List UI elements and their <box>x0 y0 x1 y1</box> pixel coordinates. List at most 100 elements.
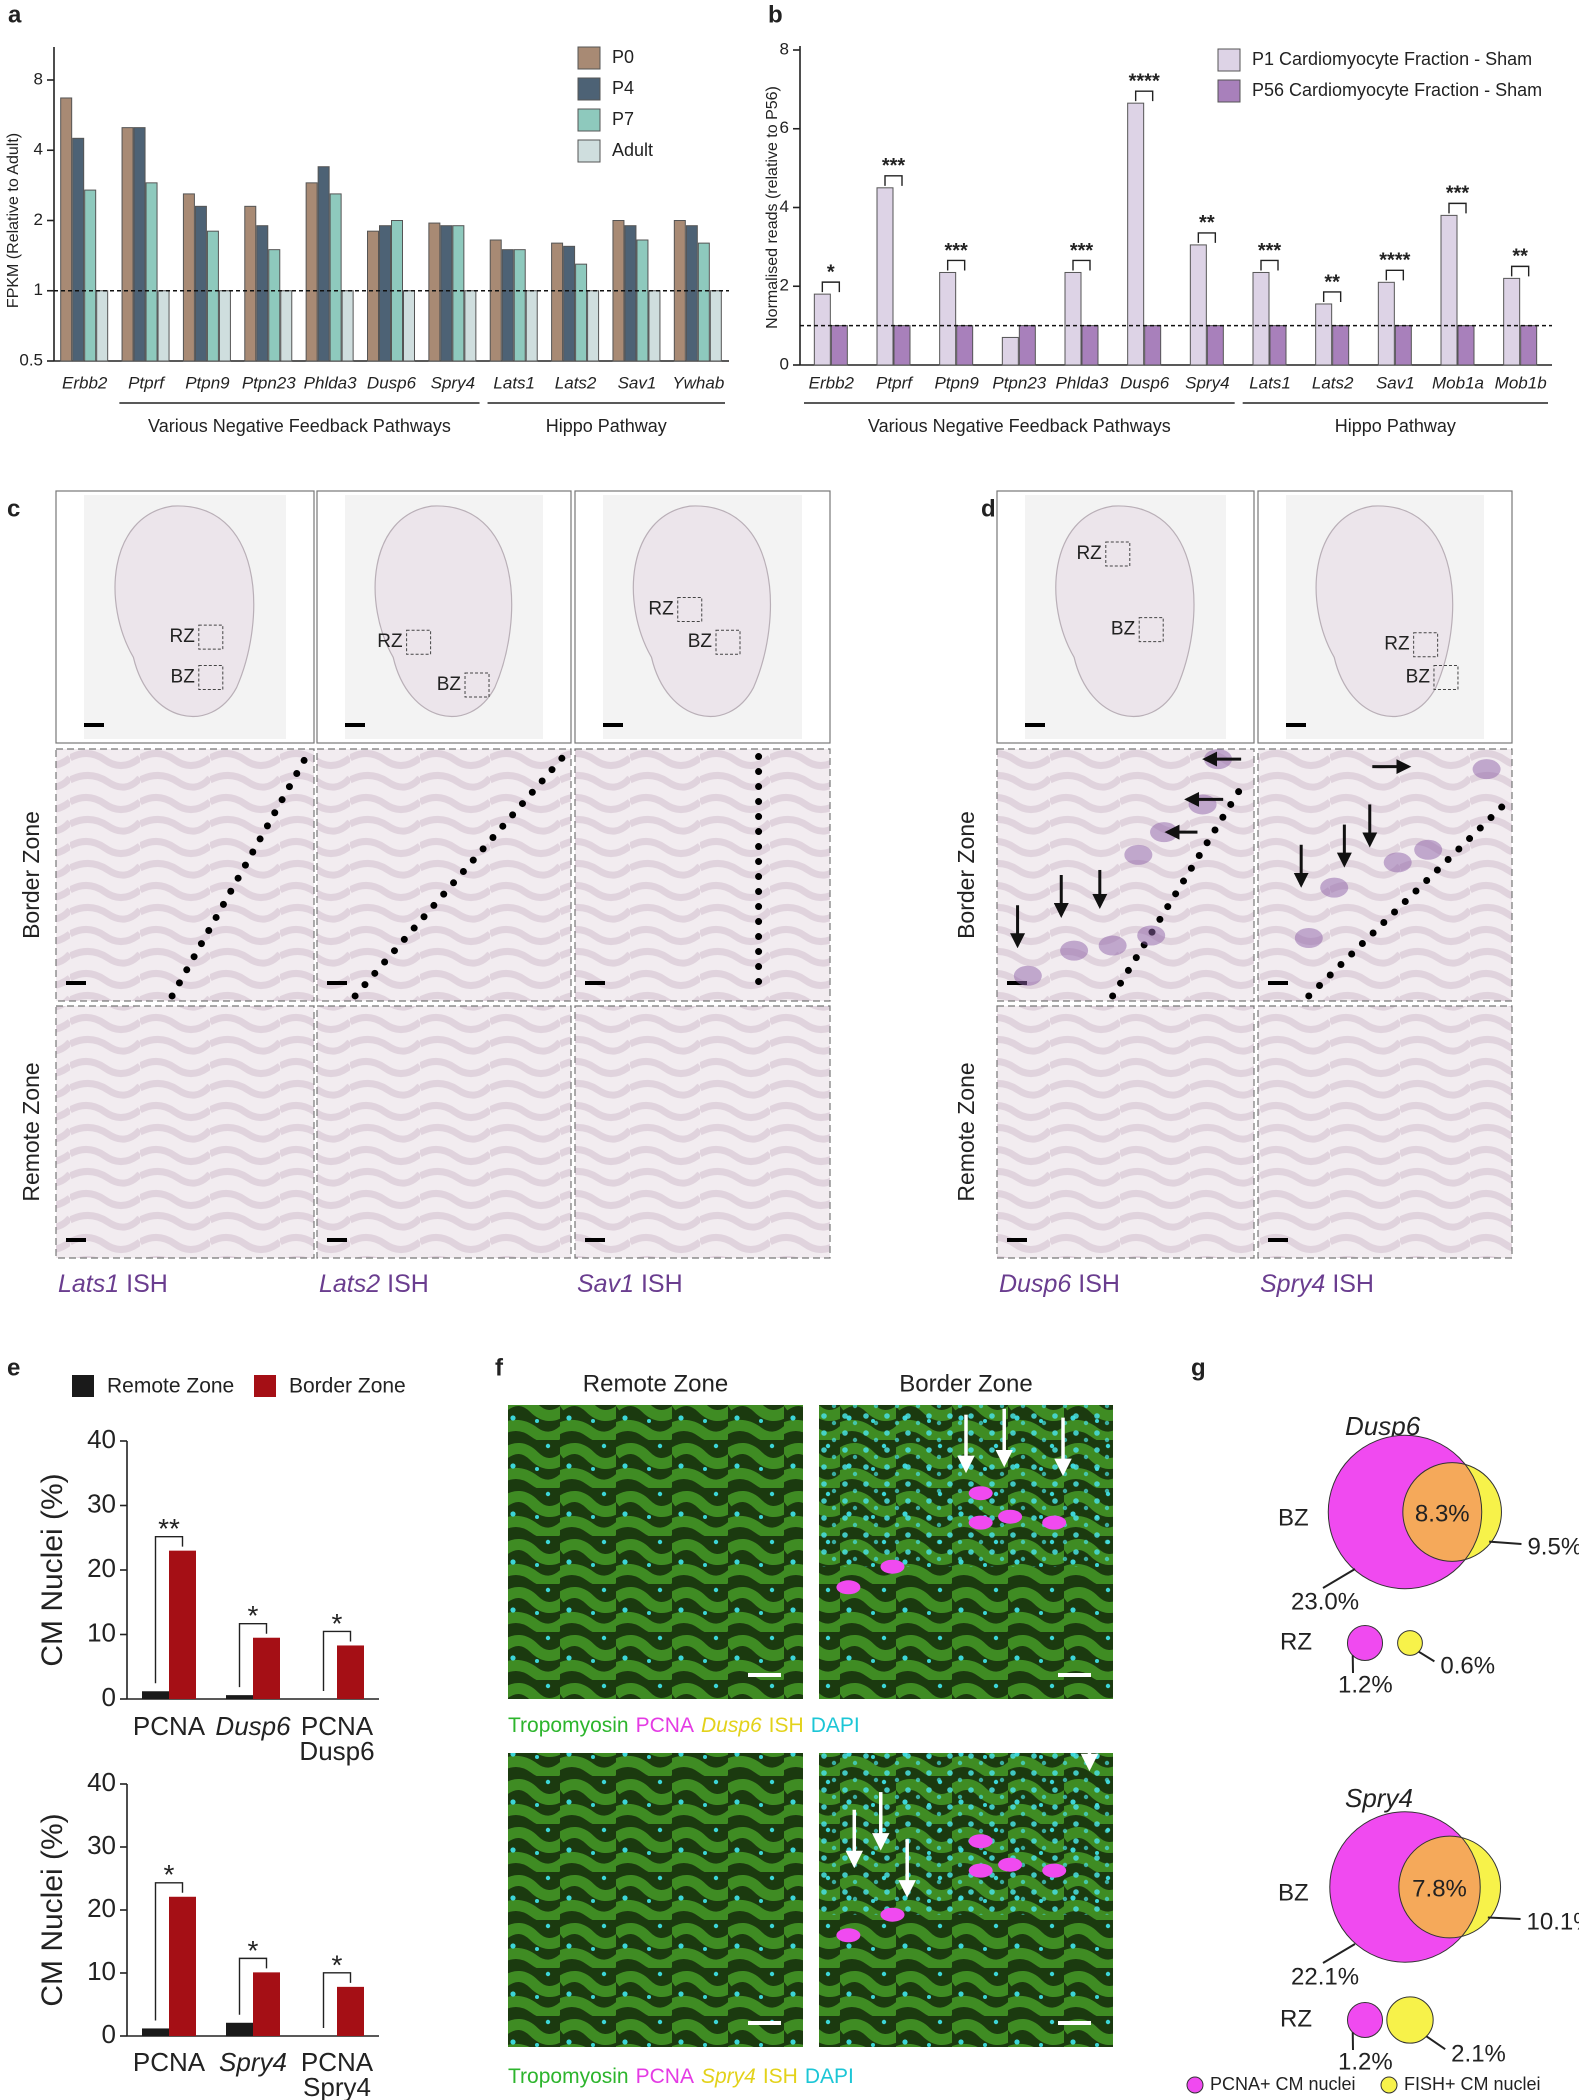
ish-signal <box>1124 844 1153 865</box>
bar <box>636 239 649 362</box>
bar <box>305 182 318 362</box>
x-tick-label: Spry4 <box>1185 373 1229 392</box>
bar <box>489 239 502 362</box>
legend-swatch <box>1217 48 1241 72</box>
bar <box>452 225 465 362</box>
y-tick-label: 0.5 <box>19 350 43 369</box>
bar <box>244 205 257 362</box>
zone-label: BZ <box>1406 666 1431 687</box>
group-label: RZ <box>1280 2005 1312 2032</box>
caption-suffix: ISH <box>387 1270 429 1298</box>
legend-label: P7 <box>612 109 634 129</box>
row-label: Border Zone <box>18 811 44 939</box>
y-tick-label: 2 <box>780 276 789 295</box>
x-tick-label: Phlda3 <box>1056 373 1109 392</box>
bar <box>157 290 170 362</box>
y-axis-label: CM Nuclei (%) <box>36 1813 69 2006</box>
x-tick-label: PCNA <box>133 1711 206 1741</box>
ish-signal <box>1137 925 1166 946</box>
bar <box>133 127 146 362</box>
y-tick-label: 0 <box>102 2019 116 2049</box>
micrograph <box>574 748 831 1002</box>
panel-letter: d <box>981 495 996 522</box>
significance-label: **** <box>1379 250 1410 272</box>
bar <box>685 225 698 362</box>
outline <box>1329 1811 1481 1963</box>
y-tick-label: 30 <box>87 1488 116 1518</box>
y-tick-label: 40 <box>87 1424 116 1454</box>
x-tick-label: Dusp6 <box>1120 373 1170 392</box>
panel-letter: e <box>7 1354 20 1381</box>
ish-signal <box>1383 852 1412 873</box>
significance-label: ** <box>158 1513 180 1544</box>
significance-label: ** <box>1199 212 1215 234</box>
panel-letter: b <box>768 1 783 28</box>
zone-box <box>1138 617 1164 643</box>
bar <box>1520 325 1538 366</box>
ish-signal <box>1098 935 1127 956</box>
caption: Lats2 ISH <box>319 1270 429 1298</box>
zone-box <box>198 664 224 690</box>
bar <box>121 127 134 362</box>
ish-signal <box>1294 928 1323 948</box>
x-tick-label: Mob1a <box>1432 373 1484 392</box>
y-tick-label: 8 <box>34 69 43 88</box>
pcna-nucleus <box>1042 1515 1067 1530</box>
outline <box>1327 1434 1483 1590</box>
caption-gene: Lats1 <box>58 1270 119 1298</box>
bar <box>403 290 415 362</box>
legend-swatch <box>72 1375 94 1397</box>
bar <box>194 205 207 362</box>
venn-circle <box>1397 1630 1423 1656</box>
zone-label: BZ <box>171 666 196 687</box>
bar <box>709 290 722 362</box>
zone-label: BZ <box>688 631 713 652</box>
legend-swatch <box>577 46 601 70</box>
caption: Spry4 ISH <box>1260 1270 1374 1298</box>
x-tick-label: Ptpn9 <box>185 373 230 392</box>
significance-label: *** <box>1258 240 1282 262</box>
legend-swatch <box>577 77 601 101</box>
bar <box>341 290 354 362</box>
x-tick-label: Spry4 <box>431 373 475 392</box>
bar <box>72 137 85 362</box>
bar <box>428 222 441 362</box>
y-tick-label: 8 <box>780 39 789 58</box>
heart-section <box>1055 505 1195 717</box>
bar <box>169 1896 196 2036</box>
significance-bracket <box>322 1972 352 2028</box>
legend-label: P56 Cardiomyocyte Fraction - Sham <box>1252 80 1542 100</box>
row-label: Remote Zone <box>953 1062 979 1201</box>
bar <box>513 249 526 362</box>
bar <box>648 290 661 362</box>
x-tick-label: Ptpn9 <box>934 373 979 392</box>
bar <box>142 2028 169 2036</box>
x-tick-label: Lats2 <box>1312 373 1354 392</box>
bar <box>268 249 281 362</box>
bar <box>1144 325 1162 366</box>
caption-part: Tropomyosin <box>508 1714 629 1737</box>
border-line <box>1305 800 1508 1000</box>
legend-label: Adult <box>612 140 653 160</box>
significance-bracket <box>1385 269 1405 281</box>
caption-suffix: ISH <box>641 1270 683 1298</box>
panel-letter: a <box>8 1 22 28</box>
row-label: Remote Zone <box>18 1062 44 1201</box>
bar <box>280 290 293 362</box>
bar <box>1127 102 1145 366</box>
micrograph <box>316 1005 572 1259</box>
pcna-nucleus <box>880 1559 905 1574</box>
caption-gene: Lats2 <box>319 1270 380 1298</box>
x-tick-label: Erbb2 <box>809 373 855 392</box>
significance-bracket <box>154 1535 184 1684</box>
significance-bracket <box>322 1630 352 1691</box>
y-tick-label: 40 <box>87 1767 116 1797</box>
micrograph <box>316 748 572 1002</box>
bar <box>1457 325 1475 366</box>
y-tick-label: 30 <box>87 1830 116 1860</box>
significance-label: * <box>164 1859 175 1890</box>
border-line <box>1109 775 1250 1000</box>
bar <box>182 193 195 362</box>
x-tick-label: PCNA <box>133 2047 206 2077</box>
